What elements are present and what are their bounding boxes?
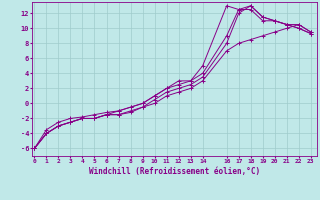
X-axis label: Windchill (Refroidissement éolien,°C): Windchill (Refroidissement éolien,°C): [89, 167, 260, 176]
